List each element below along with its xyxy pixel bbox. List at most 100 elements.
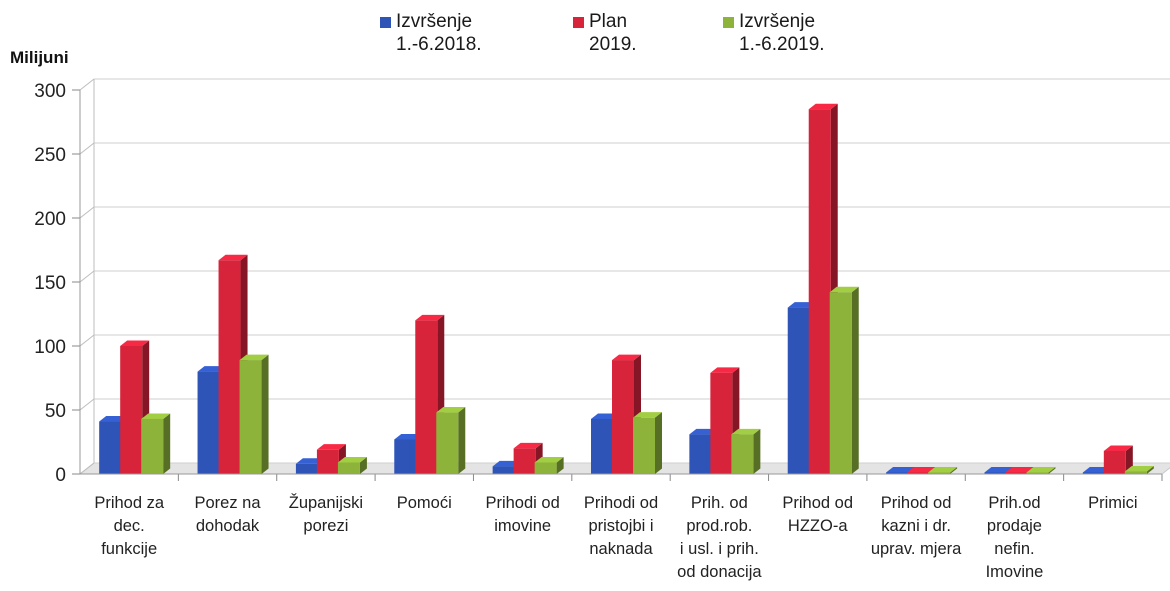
bar-top-s2-c8 xyxy=(808,103,838,110)
legend-label-series-2: Plan 2019. xyxy=(589,11,637,55)
bar-front-s3-c7 xyxy=(731,434,754,474)
legend-series-2: Plan 2019. xyxy=(573,10,637,56)
bar-front-s2-c10 xyxy=(1005,472,1028,474)
x-tick-label-1: Prihod za dec. funkcije xyxy=(94,494,165,558)
bar-top-s3-c9 xyxy=(928,467,958,473)
bar-top-s3-c1 xyxy=(141,413,171,419)
gridline-depth-50 xyxy=(79,398,95,411)
y-tick-label-50: 50 xyxy=(45,401,66,422)
bar-front-s2-c3 xyxy=(316,449,339,474)
legend-swatch-series-2 xyxy=(573,17,584,28)
bar-front-s2-c1 xyxy=(120,346,143,474)
bar-front-s2-c8 xyxy=(808,109,831,474)
bar-front-s1-c3 xyxy=(295,463,318,474)
bar-front-s3-c1 xyxy=(141,418,164,474)
y-tick-label-250: 250 xyxy=(34,145,66,166)
bar-side-s3-c8 xyxy=(851,286,859,474)
bar-front-s3-c4 xyxy=(436,412,459,474)
bar-top-s2-c11 xyxy=(1103,445,1133,451)
y-tick-label-200: 200 xyxy=(34,209,66,230)
bar-top-s2-c10 xyxy=(1005,467,1035,473)
legend-label-series-1: Izvršenje 1.-6.2018. xyxy=(396,11,482,55)
bar-s3-c4 xyxy=(436,407,466,474)
bar-top-s3-c2 xyxy=(239,354,269,361)
bar-s3-c10 xyxy=(1026,467,1056,474)
y-axis-label: Milijuni xyxy=(10,48,69,67)
bar-front-s1-c10 xyxy=(984,472,1007,474)
bar-s3-c6 xyxy=(633,412,662,474)
bar-side-s3-c6 xyxy=(655,412,662,474)
bar-front-s3-c3 xyxy=(337,462,360,474)
x-tick-label-8: Prihod od HZZO-a xyxy=(782,494,854,535)
x-tick-label-7: Prih. od prod.rob. i usl. i prih. od don… xyxy=(677,494,762,581)
bar-top-s2-c3 xyxy=(316,444,346,450)
legend-label-series-3: Izvršenje 1.-6.2019. xyxy=(739,11,825,55)
bar-front-s1-c4 xyxy=(394,439,417,474)
bar-top-s2-c1 xyxy=(120,340,150,346)
bar-s3-c5 xyxy=(534,456,564,474)
bar-front-s3-c9 xyxy=(928,472,951,474)
bar-side-s3-c11 xyxy=(1146,465,1154,474)
bar-side-s3-c1 xyxy=(163,413,171,474)
y-tick-label-150: 150 xyxy=(34,273,66,294)
bar-top-s2-c9 xyxy=(907,467,937,473)
bar-front-s2-c4 xyxy=(415,320,438,474)
bar-front-s2-c5 xyxy=(513,448,536,474)
bar-front-s1-c6 xyxy=(591,418,613,474)
bar-top-s3-c6 xyxy=(633,412,662,418)
legend-series-3: Izvršenje 1.-6.2019. xyxy=(723,10,825,56)
bar-front-s2-c7 xyxy=(710,372,733,474)
bar-front-s1-c8 xyxy=(787,307,810,474)
bar-front-s1-c5 xyxy=(492,466,515,474)
bar-side-s3-c10 xyxy=(1048,467,1056,474)
bar-front-s3-c8 xyxy=(829,292,852,474)
gridline-depth-100 xyxy=(79,334,95,347)
bar-front-s1-c11 xyxy=(1082,472,1105,474)
x-tick-label-4: Pomoći xyxy=(396,494,452,512)
bar-s3-c7 xyxy=(731,428,761,474)
bar-front-s2-c9 xyxy=(907,472,930,474)
bar-top-s3-c8 xyxy=(829,286,859,293)
bar-front-s2-c2 xyxy=(218,260,241,474)
bar-s3-c8 xyxy=(829,286,859,474)
bar-top-s1-c9 xyxy=(886,467,916,473)
bar-top-s3-c11 xyxy=(1124,465,1154,472)
x-tick-label-3: Županijski porezi xyxy=(288,494,364,535)
bar-front-s3-c11 xyxy=(1124,471,1147,474)
bar-top-s3-c5 xyxy=(534,456,564,463)
bar-s3-c2 xyxy=(239,354,269,474)
bar-side-s3-c5 xyxy=(556,456,564,474)
gridline-depth-0 xyxy=(79,462,95,475)
bar-front-s3-c2 xyxy=(239,360,262,474)
bar-top-s3-c7 xyxy=(731,428,761,435)
gridline-depth-300 xyxy=(79,78,95,91)
bar-front-s1-c9 xyxy=(886,472,909,474)
bar-side-s3-c9 xyxy=(950,467,958,474)
y-tick-label-100: 100 xyxy=(34,337,66,358)
x-tick-label-11: Primici xyxy=(1088,494,1138,512)
legend-series-1: Izvršenje 1.-6.2018. xyxy=(380,10,482,56)
bar-top-s2-c7 xyxy=(710,367,740,373)
bar-front-s2-c6 xyxy=(612,360,634,474)
bar-front-s3-c10 xyxy=(1026,472,1049,474)
bar-front-s2-c11 xyxy=(1103,450,1126,474)
legend-swatch-series-1 xyxy=(380,17,391,28)
bar-side-s3-c4 xyxy=(458,407,466,474)
x-tick-label-5: Prihodi od imovine xyxy=(485,494,560,535)
y-tick-label-0: 0 xyxy=(55,465,66,486)
bar-top-s1-c10 xyxy=(984,467,1014,473)
bar-top-s3-c3 xyxy=(337,456,367,463)
bar-top-s2-c5 xyxy=(513,442,543,449)
bar-side-s3-c7 xyxy=(753,428,761,474)
x-tick-label-10: Prih.od prodaje nefin. Imovine xyxy=(985,494,1044,581)
legend-swatch-series-3 xyxy=(723,17,734,28)
bar-s3-c1 xyxy=(141,413,171,474)
bar-front-s1-c1 xyxy=(99,421,122,474)
bar-front-s3-c6 xyxy=(633,417,655,474)
bar-front-s1-c2 xyxy=(197,371,220,474)
bar-top-s2-c4 xyxy=(415,314,445,321)
gridline-depth-150 xyxy=(79,270,95,283)
x-tick-label-2: Porez na dohodak xyxy=(194,494,261,535)
x-tick-label-6: Prihodi od pristojbi i naknada xyxy=(583,494,659,558)
